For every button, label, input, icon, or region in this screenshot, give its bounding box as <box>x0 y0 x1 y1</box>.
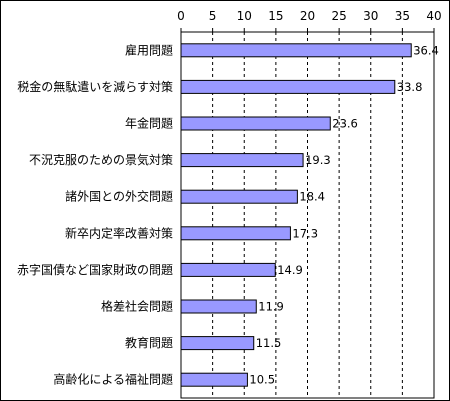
category-label: 税金の無駄遣いを減らす対策 <box>17 79 173 94</box>
category-label: 教育問題 <box>125 335 173 350</box>
data-label: 19.3 <box>305 153 331 167</box>
bar <box>180 153 304 168</box>
category-label: 格差社会問題 <box>101 299 173 314</box>
x-tick-label: 30 <box>363 9 378 23</box>
bars <box>180 43 412 387</box>
bar <box>180 43 412 58</box>
bar <box>180 336 255 351</box>
category-label: 新卒内定率改善対策 <box>65 225 173 240</box>
x-tick-label: 20 <box>300 9 315 23</box>
category-label: 赤字国債など国家財政の問題 <box>17 262 173 277</box>
category-label: 雇用問題 <box>125 42 173 57</box>
x-tick-label: 5 <box>209 9 217 23</box>
bar <box>180 79 396 94</box>
x-tick-label: 35 <box>395 9 410 23</box>
category-label: 諸外国との外交問題 <box>65 189 173 204</box>
data-label: 23.6 <box>332 117 358 131</box>
bar <box>180 299 257 314</box>
x-tick-label: 10 <box>237 9 252 23</box>
bar <box>180 116 331 131</box>
data-label: 10.5 <box>249 373 275 387</box>
category-labels: 雇用問題税金の無駄遣いを減らす対策年金問題不況克服のための景気対策諸外国との外交… <box>17 42 173 386</box>
data-label: 36.4 <box>413 43 439 57</box>
x-tick-label: 25 <box>331 9 346 23</box>
category-label: 不況克服のための景気対策 <box>29 152 173 167</box>
data-label: 11.5 <box>256 336 282 350</box>
plot-area-frame <box>180 31 435 399</box>
category-label: 高齢化による福祉問題 <box>53 372 173 387</box>
bar <box>180 189 298 204</box>
x-tick-label: 0 <box>177 9 185 23</box>
bar <box>180 372 248 387</box>
data-label: 33.8 <box>397 80 423 94</box>
data-label: 14.9 <box>277 263 303 277</box>
category-label: 年金問題 <box>125 116 173 131</box>
x-tick-label: 40 <box>426 9 441 23</box>
data-label: 17.3 <box>292 226 318 240</box>
bar <box>180 262 276 277</box>
bar <box>180 226 291 241</box>
x-axis-ticks: 0 5 10 15 20 25 30 35 40 <box>177 9 442 32</box>
x-tick-label: 15 <box>268 9 283 23</box>
data-label: 18.4 <box>299 190 325 204</box>
value-labels: 36.4 33.8 23.6 19.3 18.4 17.3 14.9 11.9 11.5 10.5 <box>249 43 438 386</box>
data-label: 11.9 <box>258 300 284 314</box>
